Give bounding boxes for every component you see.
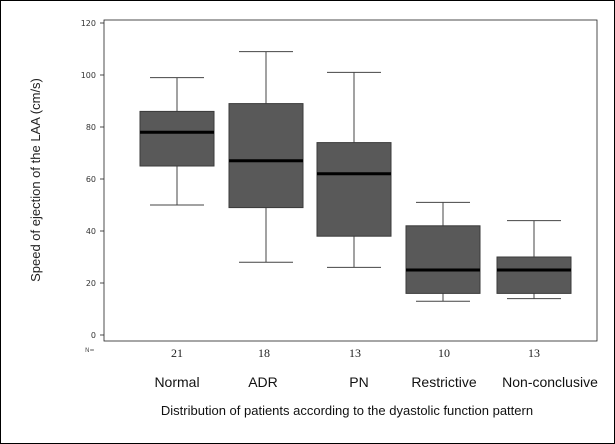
box-normal — [139, 77, 215, 206]
n-label-4: 13 — [528, 346, 540, 360]
category-labels: Normal ADR PN Restrictive Non-conclusive — [154, 374, 598, 390]
box-body — [316, 142, 392, 237]
category-label-3: Restrictive — [411, 374, 477, 390]
box-series — [139, 51, 572, 302]
y-tick-label-1: 20 — [86, 279, 96, 288]
box-pn — [316, 71, 392, 268]
y-tick-label-3: 60 — [86, 175, 96, 184]
box-non-conclusive — [496, 220, 572, 300]
n-label-0: 21 — [171, 346, 183, 360]
y-tick-label-0: 0 — [91, 331, 96, 340]
y-axis-label: Speed of ejection of the LAA (cm/s) — [28, 78, 43, 282]
n-label-3: 10 — [438, 346, 450, 360]
x-axis-caption: Distribution of patients according to th… — [161, 403, 533, 418]
box-adr — [228, 51, 304, 263]
category-label-4: Non-conclusive — [502, 374, 598, 390]
box-body — [405, 225, 481, 294]
box-restrictive — [405, 201, 481, 302]
category-label-0: Normal — [154, 374, 199, 390]
y-axis-ticks: 0 20 40 60 80 100 120 — [81, 19, 104, 340]
n-label-1: 18 — [258, 346, 270, 360]
sample-size-labels: 21 18 13 10 13 — [171, 346, 540, 360]
n-label-2: 13 — [349, 346, 361, 360]
box-body — [228, 103, 304, 209]
y-tick-label-4: 80 — [86, 123, 96, 132]
box-body — [139, 110, 215, 167]
y-tick-label-6: 120 — [81, 19, 96, 28]
category-label-2: PN — [349, 374, 368, 390]
box-body — [496, 256, 572, 294]
y-tick-label-2: 40 — [86, 227, 96, 236]
category-label-1: ADR — [248, 374, 278, 390]
y-tick-label-5: 100 — [81, 71, 96, 80]
n-axis-label: N= — [85, 347, 95, 354]
